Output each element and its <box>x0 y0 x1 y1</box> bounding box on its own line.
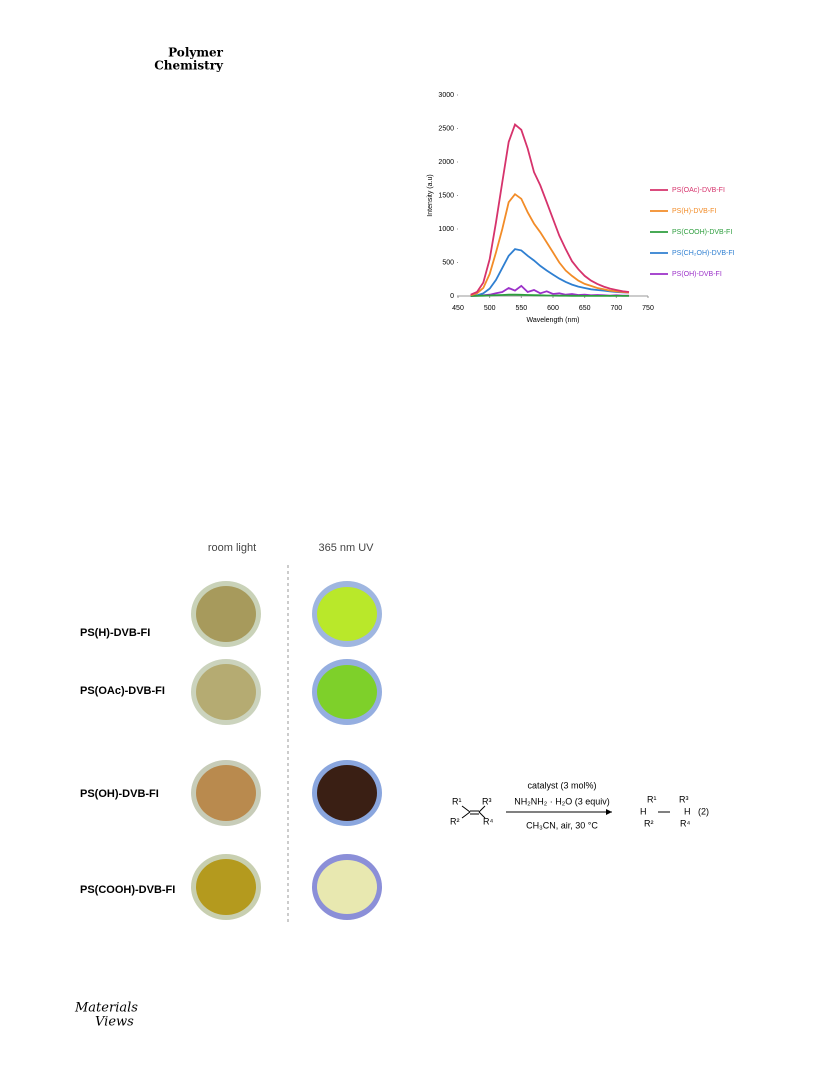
y-tick-label: 2500 <box>438 125 454 132</box>
row-label: PS(COOH)-DVB-FI <box>80 884 175 896</box>
sample-powder <box>196 765 256 821</box>
series-line <box>470 192 630 297</box>
legend-label: PS(CH₂OH)-DVB-FI <box>672 250 735 257</box>
row-label: PS(OH)-DVB-FI <box>80 788 159 800</box>
x-tick-label: 650 <box>579 305 591 312</box>
legend-label: PS(COOH)-DVB-FI <box>672 229 732 236</box>
sample-photos <box>191 581 382 920</box>
bond <box>461 805 471 813</box>
substituent: R² <box>644 818 654 828</box>
chart: 0 500 1000 1500 2000 2500 3000 450 500 550 600 650 7… <box>427 92 735 324</box>
series-line <box>470 293 629 297</box>
x-axis-label: Wavelength (nm) <box>526 317 579 324</box>
substituent: R¹ <box>647 794 657 804</box>
x-tick-label: 450 <box>452 305 464 312</box>
y-tick-label: 1500 <box>438 192 454 199</box>
x-tick-label: 500 <box>484 305 496 312</box>
substituent: R⁴ <box>680 818 690 828</box>
sample-powder <box>196 859 256 915</box>
legend-label: PS(OH)-DVB-FI <box>672 271 722 278</box>
sample-powder <box>317 587 377 641</box>
journal-name: Chemistry <box>154 59 224 73</box>
arrow-head <box>606 809 612 815</box>
y-tick-label: 2000 <box>438 159 454 166</box>
y-tick-label: 1000 <box>438 226 454 233</box>
condition: CH₃CN, air, 30 °C <box>526 820 598 830</box>
x-tick-label: 600 <box>547 305 559 312</box>
sample-powder <box>317 665 377 719</box>
condition: NH₂NH₂ · H₂O (3 equiv) <box>514 796 610 806</box>
atom: H <box>684 806 691 816</box>
condition: catalyst (3 mol%) <box>527 780 596 790</box>
x-tick-label: 750 <box>642 305 654 312</box>
logo: Materials <box>74 1001 138 1016</box>
sample-powder <box>196 664 256 720</box>
bond <box>478 805 486 813</box>
y-tick-label: 3000 <box>438 92 454 99</box>
column-label: 365 nm UV <box>318 542 374 554</box>
row-label: PS(OAc)-DVB-FI <box>80 685 165 697</box>
x-tick-label: 550 <box>515 305 527 312</box>
equation-number: (2) <box>698 806 709 816</box>
substituent: R¹ <box>452 796 462 806</box>
y-axis-label: Intensity (a.u) <box>427 174 434 216</box>
logo: Views <box>95 1015 134 1030</box>
series-line <box>470 248 630 297</box>
row-label: PS(H)-DVB-FI <box>80 627 150 639</box>
substituent: R³ <box>482 796 492 806</box>
substituent: R³ <box>679 794 689 804</box>
series-line <box>470 122 630 296</box>
journal-name: Polymer <box>168 46 224 60</box>
substituent: R² <box>450 816 460 826</box>
bond <box>478 811 486 819</box>
legend-label: PS(OAc)-DVB-FI <box>672 187 725 194</box>
substituent: R⁴ <box>483 816 493 826</box>
legend-label: PS(H)-DVB-FI <box>672 208 716 215</box>
y-tick-label: 0 <box>450 293 454 300</box>
bond <box>461 811 471 819</box>
sample-powder <box>317 765 377 821</box>
x-tick-label: 700 <box>610 305 622 312</box>
sample-powder <box>196 586 256 642</box>
reaction-scheme: R¹ R³ R² R⁴ catalyst (3 mol%) NH₂NH₂ · H… <box>450 780 709 830</box>
atom: H <box>640 806 647 816</box>
y-tick-label: 500 <box>442 259 454 266</box>
column-label: room light <box>208 542 256 554</box>
sample-powder <box>317 860 377 914</box>
